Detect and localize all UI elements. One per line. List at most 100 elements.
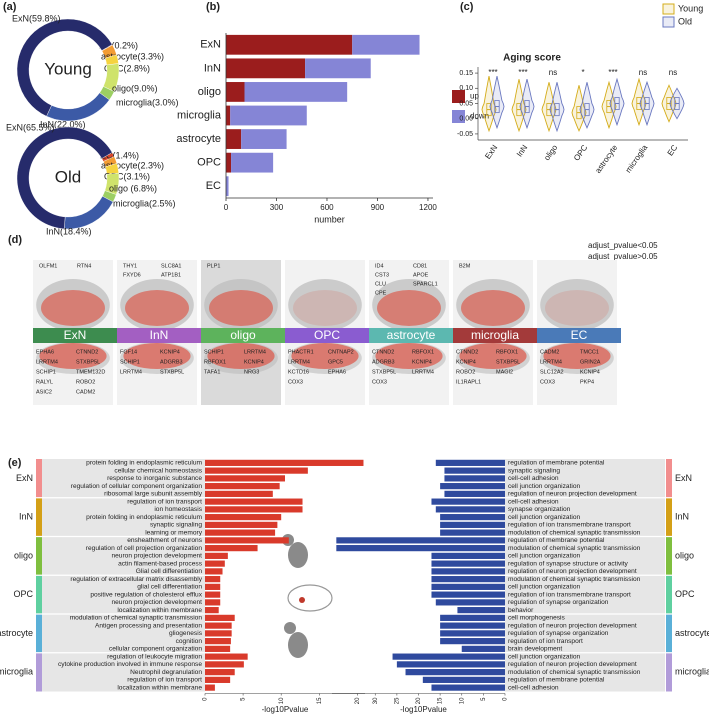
bar <box>205 630 232 637</box>
point-cloud <box>125 290 189 326</box>
x-tick-label: microglia <box>624 143 650 175</box>
term-label: regulation of membrane potential <box>508 460 605 467</box>
bar <box>444 490 505 497</box>
point-cloud <box>207 343 275 369</box>
cluster-band <box>537 328 621 343</box>
gene-label: RBFOX1 <box>412 349 434 355</box>
gene-label: SLC8A1 <box>161 263 182 269</box>
bar-segment <box>226 82 245 102</box>
term-label: modulation of chemical synaptic transmis… <box>508 545 641 552</box>
gene-label: ADGRB3 <box>160 359 183 365</box>
term-label: synaptic signaling <box>150 522 202 529</box>
gene-label: PLP1 <box>207 263 220 269</box>
point-cloud <box>39 343 107 369</box>
group-label: microglia <box>675 667 709 677</box>
term-label: regulation of neuron projection developm… <box>508 568 637 575</box>
gene-label: ATP1B1 <box>161 272 181 278</box>
gene-label: IL1RAPL1 <box>456 379 481 385</box>
point-cloud <box>540 279 614 331</box>
x-axis-label: -log10Pvalue <box>400 705 447 714</box>
segment-label: InN(18.4%) <box>46 226 92 236</box>
cluster-band <box>369 328 453 343</box>
gene-label: EPHA6 <box>36 349 54 355</box>
bar <box>205 529 276 536</box>
group-stripe <box>36 575 42 614</box>
gene-label: KCNIP4 <box>412 359 432 365</box>
bar <box>205 568 223 575</box>
bar <box>396 661 505 668</box>
bar <box>205 684 215 691</box>
bar-segment <box>226 34 353 55</box>
x-tick-label: 300 <box>270 203 284 212</box>
cluster-band <box>285 328 369 343</box>
segment-label: microglia(2.5%) <box>113 198 176 208</box>
term-label: modulation of chemical synaptic transmis… <box>508 576 641 583</box>
brain-icon <box>287 584 333 612</box>
term-label: regulation of ion transport <box>127 498 202 505</box>
violin <box>609 77 625 127</box>
term-label: cell junction organization <box>508 483 581 490</box>
group-stripe <box>36 459 42 498</box>
point-cloud <box>123 343 191 369</box>
term-label: neuron projection development <box>111 599 202 606</box>
bar <box>440 638 505 645</box>
legend-swatch <box>662 3 675 15</box>
term-label: protein folding in endoplasmic reticulum <box>86 460 202 467</box>
bar <box>431 583 505 590</box>
segment-label: EC(1.4%) <box>100 150 139 160</box>
x-tick-label: 10 <box>279 697 285 704</box>
y-tick-label: InN <box>204 62 221 74</box>
brain-icon <box>299 597 305 603</box>
bar <box>205 498 303 505</box>
gene-label: COX3 <box>288 379 303 385</box>
group-stripe <box>666 652 672 692</box>
group-label: ExN <box>675 473 692 483</box>
bar <box>205 514 282 521</box>
legend-label: Young <box>678 3 703 13</box>
y-tick-label: 0.00 <box>459 116 473 123</box>
legend-label: down <box>470 112 489 121</box>
x-axis-label: number <box>314 214 345 224</box>
y-tick-label: oligo <box>198 86 221 98</box>
segment-label: EC(0.2%) <box>99 40 138 50</box>
term-label: regulation of membrane potential <box>508 677 605 684</box>
group-label: oligo <box>14 550 33 560</box>
term-label: localization within membrane <box>117 607 202 614</box>
gene-label: EPHA6 <box>328 369 346 375</box>
gene-label: COX3 <box>372 379 387 385</box>
donut-segment <box>46 92 110 122</box>
x-tick-label: 1200 <box>419 203 437 212</box>
bar <box>205 661 244 668</box>
donut-segment <box>16 126 113 230</box>
gene-label: PHACTR1 <box>288 349 314 355</box>
cluster-band <box>201 328 285 343</box>
group-stripe <box>36 497 42 537</box>
x-tick-label: 30 <box>373 697 379 704</box>
bar <box>205 490 273 497</box>
bar <box>205 459 364 466</box>
gene-label: TMEM132D <box>76 369 105 375</box>
gene-label: GPC5 <box>328 359 343 365</box>
y-tick-label: -0.05 <box>457 131 473 138</box>
term-label: protein folding in endoplasmic reticulum <box>86 514 202 521</box>
gene-label: CPE <box>375 290 387 296</box>
bar <box>205 560 225 567</box>
x-tick-label: 5 <box>481 697 487 701</box>
gene-label: RTN4 <box>77 263 91 269</box>
cluster-label: InN <box>150 328 169 342</box>
term-label: synaptic signaling <box>508 467 560 474</box>
donut-segment <box>16 18 113 117</box>
significance-label: ns <box>639 68 647 77</box>
group-stripe <box>666 536 672 576</box>
x-tick-label: OPC <box>572 143 589 163</box>
gene-label: LRRTM4 <box>412 369 434 375</box>
gene-label: KCTD16 <box>288 369 309 375</box>
bar <box>422 676 505 683</box>
gene-label: THY1 <box>123 263 137 269</box>
term-label: regulation of leukocyte migration <box>107 653 202 660</box>
violin <box>571 85 587 132</box>
x-tick-label: 0 <box>224 203 229 212</box>
bar <box>336 545 505 552</box>
gene-label: CADM2 <box>76 389 95 395</box>
term-label: Neutrophil degranulation <box>130 669 202 676</box>
